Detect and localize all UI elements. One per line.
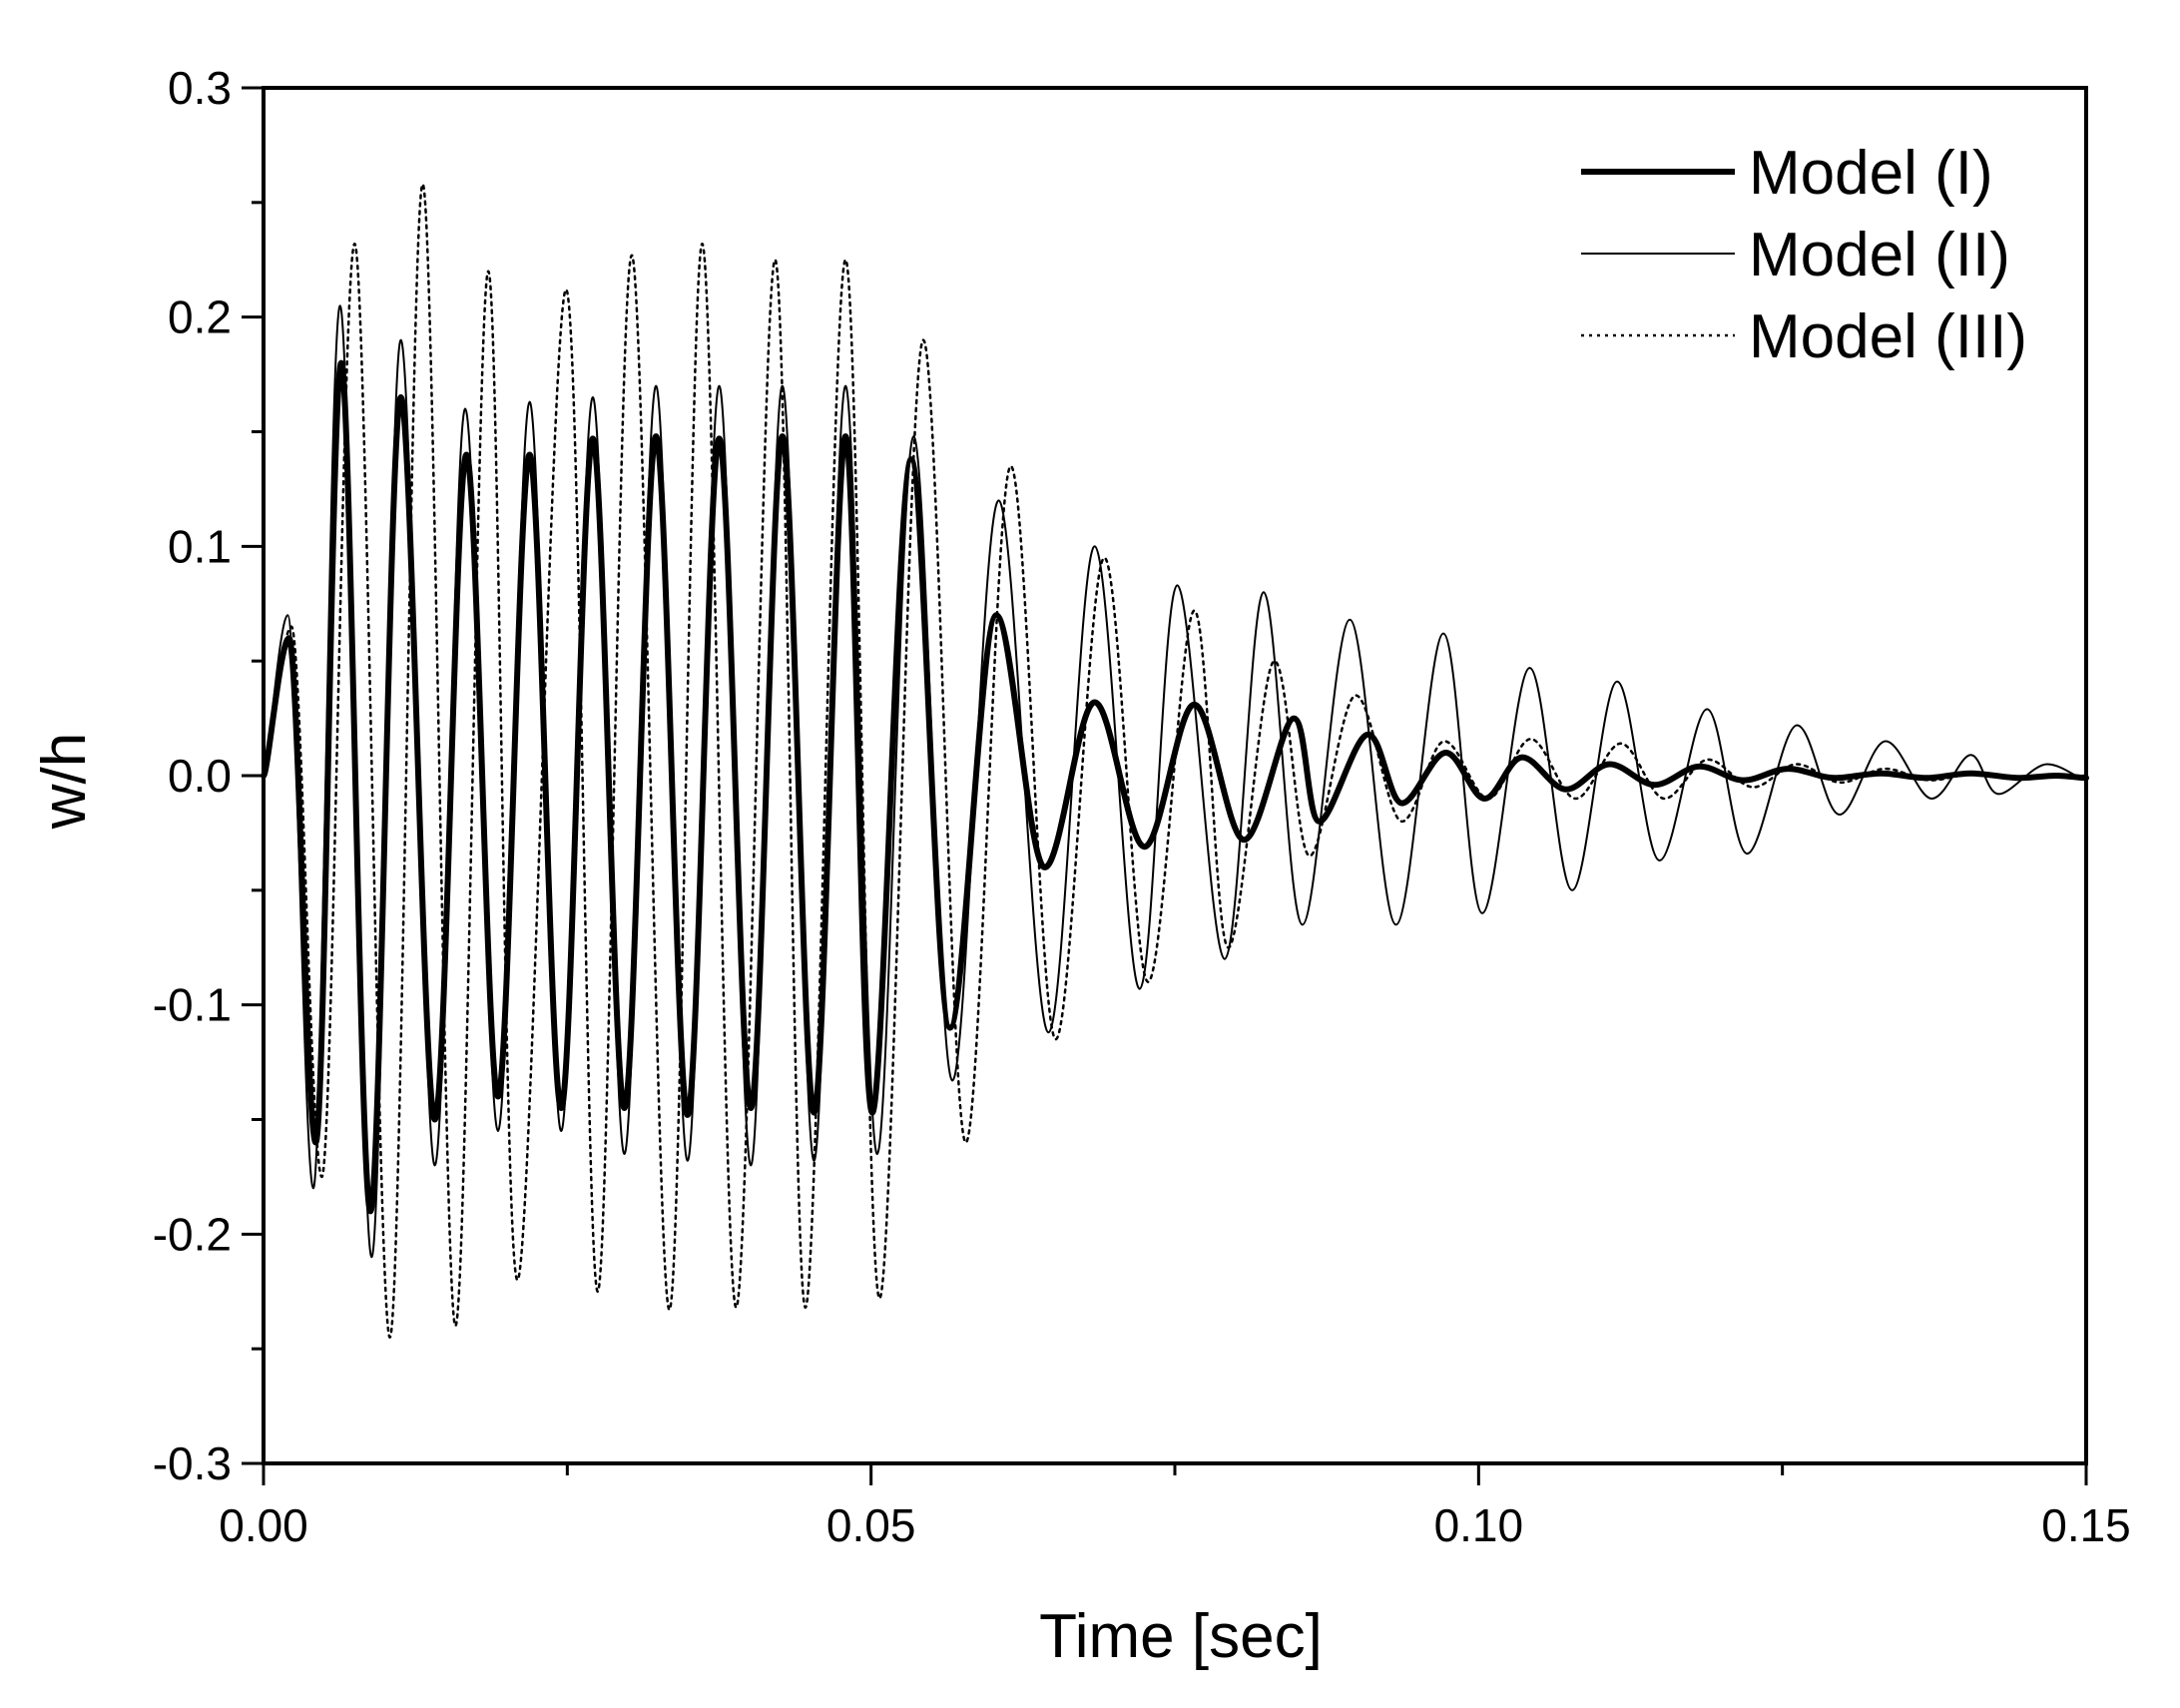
y-tick-label: -0.1 [153,979,232,1031]
series-line-model-i [261,359,2089,1215]
x-tick-label: 0.00 [219,1499,308,1551]
y-tick-label: -0.3 [153,1437,232,1489]
axis-layer: 0.00 0.05 0.10 0.15 -0.3 -0.2 -0.1 0.0 0.1 0.2 0.3 [153,62,2131,1551]
y-tick-label: 0.2 [168,291,232,343]
x-tick-label: 0.15 [2041,1499,2131,1551]
series-layer [261,183,2089,1339]
y-tick-label: 0.0 [168,750,232,802]
series-line-model-iii [262,183,2088,1339]
y-tick-label: 0.1 [168,520,232,572]
y-tick-label: 0.3 [168,62,232,114]
legend-label-model-ii: Model (II) [1749,221,2010,289]
x-tick-label: 0.05 [826,1499,916,1551]
y-tick-label: -0.2 [153,1208,232,1260]
legend: Model (I) Model (II) Model (III) [1581,139,2027,371]
x-axis-title: Time [sec] [1039,1602,1323,1671]
x-tick-label: 0.10 [1434,1499,1524,1551]
y-axis-title: w/h [30,733,99,830]
legend-label-model-iii: Model (III) [1749,302,2027,371]
legend-label-model-i: Model (I) [1749,139,1993,208]
